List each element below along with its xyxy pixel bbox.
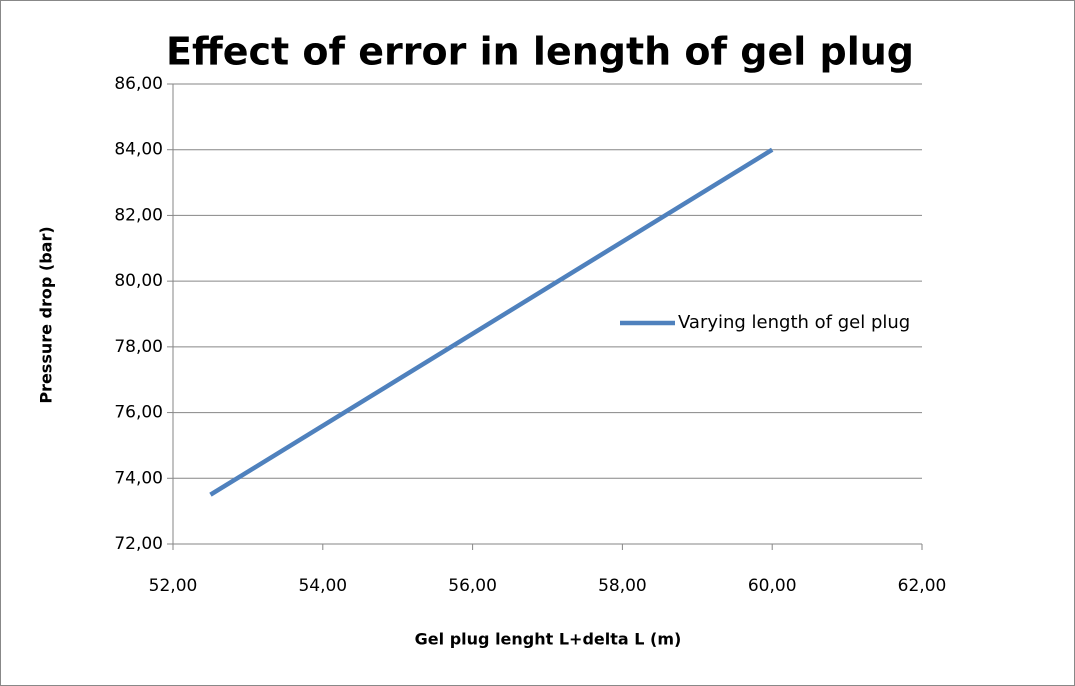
x-tick-label: 52,00 <box>149 576 198 596</box>
x-tick-label: 62,00 <box>898 576 947 596</box>
y-tick-label: 80,00 <box>114 271 163 291</box>
x-tick-label: 60,00 <box>748 576 797 596</box>
legend-label: Varying length of gel plug <box>678 312 910 333</box>
chart-title: Effect of error in length of gel plug <box>166 30 914 74</box>
y-tick-label: 76,00 <box>114 403 163 423</box>
y-axis-label: Pressure drop (bar) <box>37 226 56 403</box>
x-tick-label: 58,00 <box>598 576 647 596</box>
y-tick-label: 84,00 <box>114 140 163 160</box>
y-tick-label: 72,00 <box>114 534 163 554</box>
y-tick-label: 82,00 <box>114 205 163 225</box>
x-axis-label: Gel plug lenght L+delta L (m) <box>415 630 682 649</box>
x-tick-label: 54,00 <box>298 576 347 596</box>
y-tick-label: 74,00 <box>114 468 163 488</box>
data-line <box>209 147 774 497</box>
y-tick-label: 86,00 <box>114 74 163 94</box>
x-tick-label: 56,00 <box>448 576 497 596</box>
y-tick-label: 78,00 <box>114 337 163 357</box>
